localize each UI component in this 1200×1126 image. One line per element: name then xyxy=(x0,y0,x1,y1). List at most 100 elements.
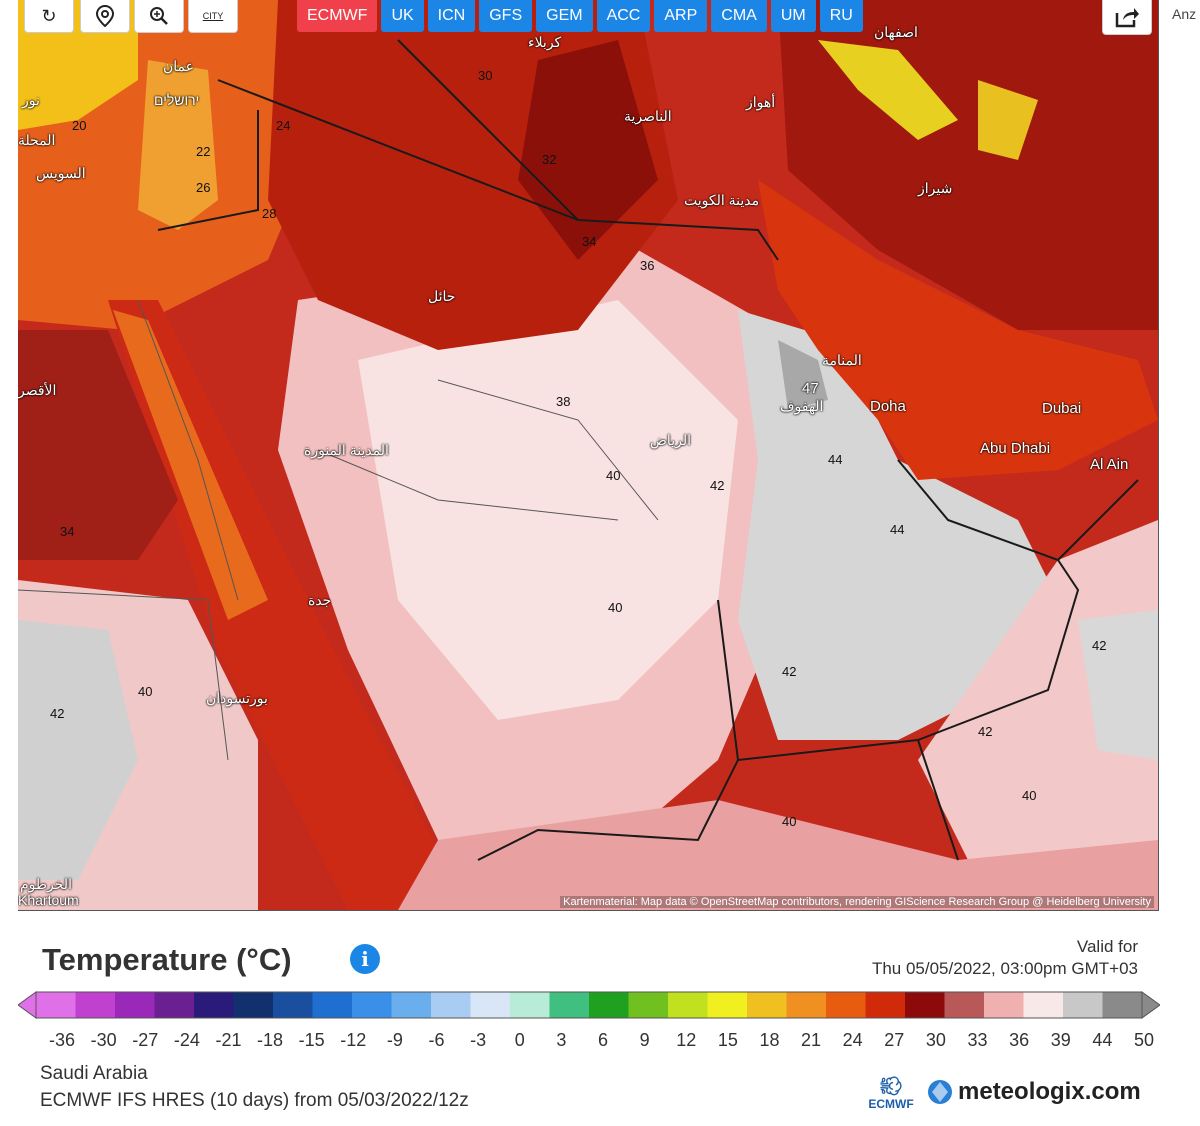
temperature-map-render xyxy=(18,0,1158,910)
temp-label: 40 xyxy=(782,814,797,829)
reload-button[interactable]: ↻ xyxy=(24,0,74,33)
place-label: المحلة xyxy=(18,132,56,148)
scale-color-cell xyxy=(944,992,985,1018)
scale-color-cell xyxy=(470,992,511,1018)
brand-name: meteologix.com xyxy=(958,1078,1141,1105)
map-attribution[interactable]: Kartenmaterial: Map data © OpenStreetMap… xyxy=(560,896,1154,908)
color-scale xyxy=(18,991,1160,1019)
place-label: Khartoum xyxy=(18,892,79,908)
weather-map[interactable]: عمان ירושלים نور السويس المحلة الأقصر كر… xyxy=(18,0,1159,911)
scale-color-cell xyxy=(747,992,787,1018)
temp-label: 26 xyxy=(196,180,211,195)
ecmwf-logo-icon: 💨︎ xyxy=(879,1076,903,1096)
city-toggle-button[interactable]: CITY xyxy=(188,0,238,33)
temp-label: 38 xyxy=(556,394,571,409)
place-label: المنامة xyxy=(822,352,862,368)
side-text: Anz xyxy=(1172,6,1197,22)
scale-color-cell xyxy=(273,992,313,1018)
temp-label: 42 xyxy=(710,478,725,493)
region-label: Saudi Arabia xyxy=(40,1063,148,1084)
scale-color-cell xyxy=(865,992,906,1018)
tab-cma[interactable]: CMA xyxy=(711,0,767,32)
place-label: Doha xyxy=(870,398,906,415)
scale-color-cell xyxy=(1063,992,1103,1018)
scale-color-cell xyxy=(589,992,629,1018)
scale-tick-label: -21 xyxy=(215,1030,242,1050)
place-label: مدينة الكويت xyxy=(684,192,760,208)
place-label: المدينة المنورة xyxy=(304,442,389,458)
valid-time-value: Thu 05/05/2022, 03:00pm GMT+03 xyxy=(871,959,1138,978)
scale-border xyxy=(35,991,1143,1019)
place-label: اصفهان xyxy=(874,24,918,40)
scale-color-cell xyxy=(352,992,392,1018)
scale-tick-label: 39 xyxy=(1050,1030,1071,1050)
place-label: جدة xyxy=(308,592,332,608)
temp-label: 42 xyxy=(782,664,797,679)
place-label: الرياض xyxy=(650,432,691,448)
scale-color-cell xyxy=(233,992,274,1018)
tab-uk[interactable]: UK xyxy=(381,0,424,32)
scale-color-cell xyxy=(115,992,155,1018)
scale-color-cell xyxy=(36,992,76,1018)
scale-color-cell xyxy=(549,992,590,1018)
scale-color-cell xyxy=(431,992,471,1018)
scale-color-cell xyxy=(628,992,669,1018)
tab-gem[interactable]: GEM xyxy=(536,0,593,32)
scale-tick-label: 3 xyxy=(556,1030,567,1050)
place-label: ירושלים xyxy=(154,92,200,108)
scale-tick-label: 30 xyxy=(925,1030,946,1050)
scale-color-cell xyxy=(786,992,827,1018)
tab-um[interactable]: UM xyxy=(770,0,816,32)
scale-tick-label: 36 xyxy=(1009,1030,1030,1050)
temp-label: 20 xyxy=(72,118,87,133)
scale-tick-label: 12 xyxy=(676,1030,697,1050)
temp-label: 44 xyxy=(890,522,905,537)
scale-tick-label: -15 xyxy=(298,1030,325,1050)
ecmwf-logo[interactable]: 💨︎ ECMWF xyxy=(862,1076,920,1116)
temp-label: 34 xyxy=(60,524,75,539)
place-label: بورتسودان xyxy=(206,690,268,706)
scale-color-cell xyxy=(312,992,353,1018)
share-button[interactable] xyxy=(1102,0,1152,35)
temp-label: 34 xyxy=(582,234,597,249)
scale-tick-label: -18 xyxy=(257,1030,284,1050)
place-label: نور xyxy=(22,92,40,108)
reload-icon: ↻ xyxy=(41,5,57,26)
scale-tick-label: -36 xyxy=(48,1030,76,1050)
scale-tick-label: -30 xyxy=(90,1030,117,1050)
scale-tick-label: -24 xyxy=(173,1030,200,1050)
temp-label: 40 xyxy=(138,684,153,699)
temp-label: 42 xyxy=(978,724,993,739)
info-icon[interactable]: i xyxy=(350,944,380,974)
location-button[interactable] xyxy=(80,0,130,33)
scale-tick-label: 9 xyxy=(639,1030,650,1050)
valid-for-label: Valid for xyxy=(1076,937,1138,956)
temp-label: 40 xyxy=(606,468,621,483)
scale-color-cell xyxy=(75,992,116,1018)
scale-color-cell xyxy=(154,992,195,1018)
zoom-button[interactable] xyxy=(134,0,184,33)
place-label: كربلاء xyxy=(528,34,562,50)
scale-tick-label: 27 xyxy=(884,1030,905,1050)
tab-acc[interactable]: ACC xyxy=(596,0,651,32)
zoom-icon xyxy=(150,7,168,25)
scale-arrow-right xyxy=(1141,991,1160,1019)
place-label: الناصرية xyxy=(624,108,672,124)
meteologix-logo[interactable]: meteologix.com xyxy=(926,1078,1141,1106)
temp-label: 32 xyxy=(542,152,557,167)
tab-gfs[interactable]: GFS xyxy=(479,0,533,32)
meteologix-globe-icon xyxy=(928,1080,952,1104)
tab-icn[interactable]: ICN xyxy=(427,0,476,32)
tab-ecmwf[interactable]: ECMWF xyxy=(297,0,378,32)
model-tabs: ECMWF UK ICN GFS GEM ACC ARP CMA UM RU xyxy=(297,0,863,32)
scale-color-cell xyxy=(1023,992,1064,1018)
place-label: عمان xyxy=(163,58,194,74)
tab-ru[interactable]: RU xyxy=(819,0,863,32)
temp-label: 44 xyxy=(828,452,843,467)
scale-tick-label: 24 xyxy=(842,1030,863,1050)
place-label: Abu Dhabi xyxy=(980,440,1051,457)
tab-arp[interactable]: ARP xyxy=(654,0,708,32)
scale-color-cell xyxy=(510,992,550,1018)
scale-tick-label: 0 xyxy=(514,1030,525,1050)
place-label: Al Ain xyxy=(1090,456,1129,473)
